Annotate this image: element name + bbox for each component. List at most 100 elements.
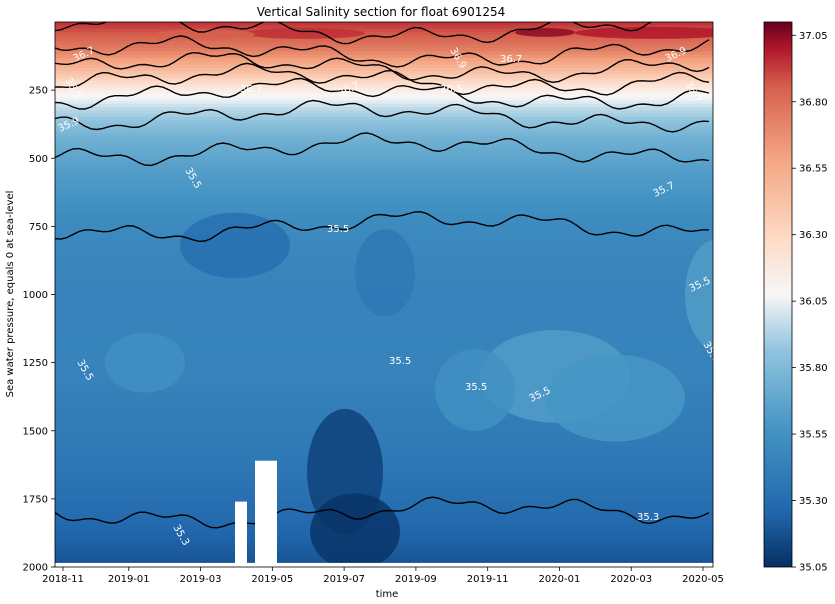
salinity-band [55, 375, 713, 380]
salinity-band [55, 489, 713, 494]
salinity-band [55, 100, 713, 105]
contour-label: 36.7 [500, 54, 522, 65]
x-tick-label: 2019-05 [251, 574, 293, 585]
salinity-band [55, 371, 713, 376]
salinity-band [55, 152, 713, 157]
y-tick-label: 1500 [23, 426, 48, 437]
salinity-band [55, 93, 713, 98]
contour-line [55, 77, 710, 110]
salinity-band [55, 456, 713, 461]
salinity-band [55, 149, 713, 154]
y-tick-label: 500 [29, 154, 48, 165]
salinity-band [55, 44, 713, 49]
contour-label: 35.5 [327, 224, 349, 235]
salinity-band [55, 450, 713, 455]
data-gap [55, 562, 713, 567]
salinity-band [55, 430, 713, 435]
salinity-band [55, 447, 713, 451]
salinity-band [55, 473, 713, 478]
contour-label: 35.5 [389, 356, 411, 367]
salinity-band [55, 113, 713, 118]
salinity-band [55, 411, 713, 415]
y-tick-label: 1250 [23, 358, 48, 369]
contour-lines [55, 22, 710, 529]
x-tick-label: 2019-03 [180, 574, 222, 585]
salinity-band [55, 123, 713, 128]
x-tick-label: 2019-11 [467, 574, 509, 585]
salinity-band [55, 440, 713, 445]
salinity-band [55, 224, 713, 229]
salinity-band [55, 326, 713, 330]
contour-line [55, 99, 710, 133]
salinity-band [55, 394, 713, 399]
salinity-band [55, 368, 713, 373]
salinity-band [55, 463, 713, 468]
salinity-band [55, 214, 713, 219]
salinity-band [55, 38, 713, 43]
salinity-band [55, 460, 713, 465]
salinity-band [55, 404, 713, 409]
salinity-band [55, 159, 713, 164]
contour-label: 35.3 [637, 512, 659, 523]
contour-line [55, 132, 710, 167]
salinity-band [55, 146, 713, 151]
salinity-band [55, 211, 713, 216]
salinity-band [55, 352, 713, 357]
salinity-band [55, 74, 713, 79]
colorbar-tick-label: 35.30 [799, 496, 828, 507]
data-gap [255, 460, 277, 567]
salinity-band [55, 48, 713, 53]
salinity-band [55, 84, 713, 88]
salinity-feature [515, 28, 575, 37]
salinity-band [55, 80, 713, 85]
salinity-band [55, 486, 713, 491]
salinity-band [55, 342, 713, 347]
salinity-band [55, 388, 713, 393]
salinity-band [55, 54, 713, 59]
salinity-band [55, 25, 713, 30]
salinity-band [55, 466, 713, 471]
salinity-band [55, 133, 713, 138]
salinity-band [55, 28, 713, 33]
x-axis: 2018-11 2019-01 2019-03 2019-05 2019-07 2019-… [42, 567, 724, 585]
contour-line [55, 51, 710, 84]
colorbar-ticks: 35.05 35.30 35.55 35.80 36.05 36.30 36.55 36.80… [792, 31, 828, 574]
salinity-band [55, 87, 713, 92]
colorbar-tick-label: 36.55 [799, 164, 828, 175]
x-tick-label: 2018-11 [42, 574, 84, 585]
salinity-band [55, 496, 713, 500]
y-axis-label: Sea water pressure, equals 0 at sea-leve… [5, 191, 16, 398]
colorbar-ramp [763, 21, 793, 568]
salinity-band [55, 427, 713, 432]
colorbar-tick-label: 37.05 [799, 31, 828, 42]
y-axis: 250 500 750 1000 1250 1500 1750 2000 [23, 86, 55, 574]
colorbar-tick-label: 36.05 [799, 297, 828, 308]
x-tick-label: 2020-03 [610, 574, 652, 585]
contour-line [55, 35, 710, 68]
salinity-band [55, 483, 713, 487]
salinity-feature [545, 354, 685, 442]
salinity-band [55, 179, 713, 183]
salinity-band [55, 424, 713, 429]
salinity-band [55, 120, 713, 124]
salinity-band [55, 476, 713, 481]
salinity-band [55, 172, 713, 177]
y-tick-label: 1000 [23, 290, 48, 301]
salinity-band [55, 401, 713, 406]
colorbar-tick-label: 35.80 [799, 363, 828, 374]
salinity-band [55, 434, 713, 438]
salinity-band [55, 205, 713, 209]
salinity-feature [180, 212, 290, 279]
salinity-band [55, 198, 713, 203]
contour-line [55, 211, 709, 243]
salinity-band [55, 329, 713, 334]
salinity-band [55, 58, 713, 62]
salinity-band [55, 420, 713, 425]
y-tick-label: 250 [29, 86, 48, 97]
salinity-band [55, 479, 713, 484]
x-tick-label: 2019-09 [395, 574, 437, 585]
salinity-band [55, 136, 713, 141]
data-gap [235, 501, 247, 567]
salinity-band [55, 437, 713, 442]
